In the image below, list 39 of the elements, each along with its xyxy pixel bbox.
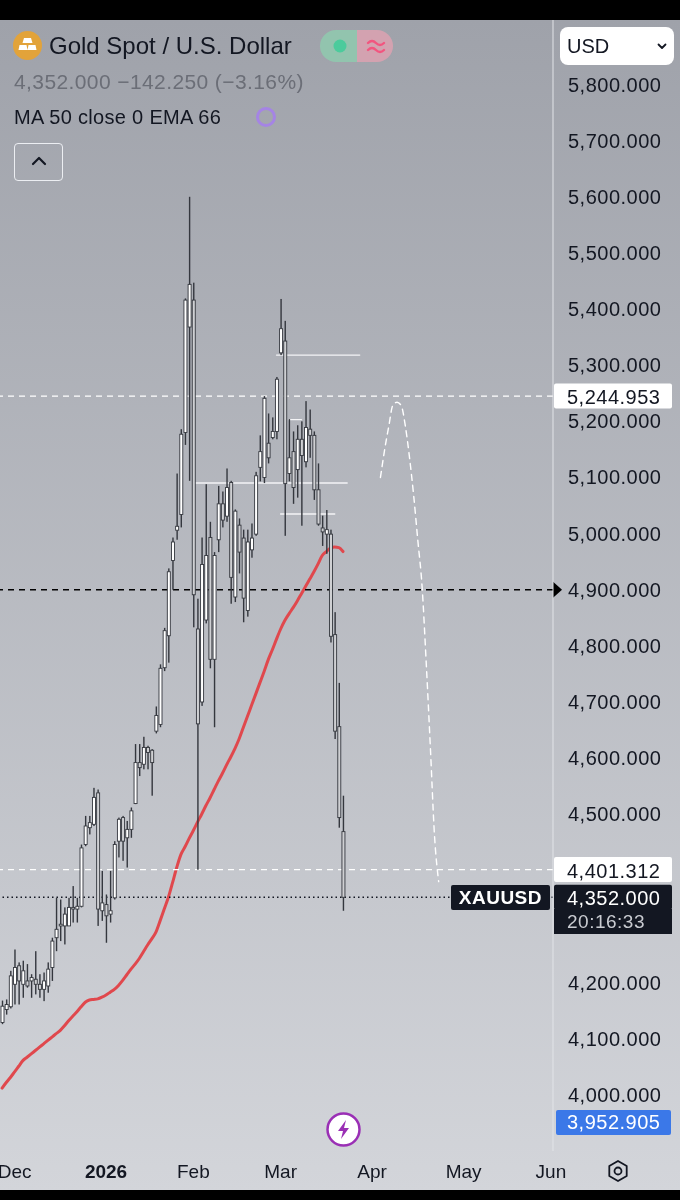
y-tick-label: 4,500.000: [568, 803, 662, 826]
y-tick-label: 4,700.000: [568, 690, 662, 713]
text: 3,952.905: [556, 1110, 671, 1135]
x-tick-label: May: [445, 1160, 483, 1182]
y-tick-label: 4,100.000: [568, 1027, 662, 1050]
annotation: MA 50 close 0 EMA 66: [14, 105, 222, 129]
x-tick-label: Jun: [535, 1160, 567, 1182]
y-tick-label: 5,600.000: [568, 185, 662, 208]
line-series: [0, 545, 345, 1090]
annotation: XAUUSD: [450, 884, 550, 910]
y-tick-label: 5,000.000: [568, 522, 662, 545]
dropdown: USD: [560, 27, 674, 65]
text: Gold Spot / U.S. Dollar: [49, 32, 292, 60]
y-tick-label: 4,200.000: [568, 971, 662, 994]
y-tick-label: 5,500.000: [568, 241, 662, 264]
candlestick: [13, 949, 17, 1005]
y-tick-label: 5,200.000: [568, 410, 662, 433]
x-tick-label: 2026: [84, 1160, 128, 1182]
y-tick-label: 4,800.000: [568, 634, 662, 657]
y-tick-label: 5,700.000: [568, 129, 662, 152]
y-tick-label: 5,300.000: [568, 354, 662, 377]
x-tick-label: Apr: [357, 1160, 388, 1182]
ref-line-label: 4,352.000: [567, 887, 661, 910]
ref-line-label: 5,244.953: [567, 386, 661, 409]
y-axis-title: USD: [567, 34, 610, 58]
y-tick-label: 4,000.000: [568, 1083, 662, 1106]
y-tick-label: 5,400.000: [568, 298, 662, 321]
x-tick-label: Mar: [264, 1160, 298, 1182]
ref-line-label: 4,401.312: [567, 859, 661, 882]
candlestick: [150, 749, 155, 796]
y-tick-label: 5,800.000: [568, 73, 662, 96]
text: 4,352.000 −142.250 (−3.16%): [14, 69, 304, 95]
y-tick-label: 4,600.000: [568, 747, 662, 770]
text: 20:16:33: [554, 909, 672, 935]
x-tick-label: Dec: [0, 1160, 32, 1182]
y-tick-label: 5,100.000: [568, 466, 662, 489]
candlestick: [42, 972, 47, 1002]
y-tick-label: 4,900.000: [568, 578, 662, 601]
x-tick-label: Feb: [176, 1160, 210, 1182]
